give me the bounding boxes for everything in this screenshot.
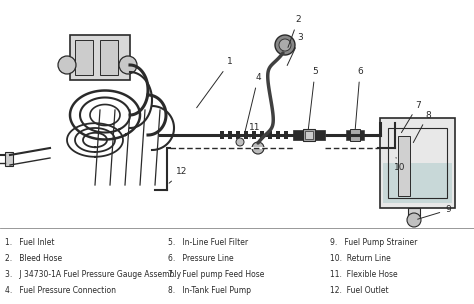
Text: 12.  Fuel Outlet: 12. Fuel Outlet bbox=[330, 286, 389, 295]
Text: 2: 2 bbox=[288, 16, 301, 47]
Text: 6: 6 bbox=[355, 67, 363, 129]
Bar bbox=[305, 131, 313, 139]
Bar bbox=[252, 131, 256, 139]
Text: 5.   In-Line Fuel Filter: 5. In-Line Fuel Filter bbox=[168, 238, 248, 247]
Bar bbox=[398, 136, 410, 196]
Text: 1: 1 bbox=[197, 57, 233, 108]
Text: 11: 11 bbox=[249, 123, 261, 138]
Bar bbox=[244, 131, 248, 139]
Bar bbox=[70, 35, 130, 80]
Bar bbox=[220, 131, 224, 139]
Text: 3: 3 bbox=[287, 33, 303, 65]
Circle shape bbox=[407, 213, 421, 227]
Text: 4.   Fuel Pressure Connection: 4. Fuel Pressure Connection bbox=[5, 286, 116, 295]
Bar bbox=[260, 131, 264, 139]
Circle shape bbox=[279, 39, 291, 51]
Text: 5: 5 bbox=[308, 67, 318, 129]
Bar bbox=[75, 40, 93, 75]
Bar bbox=[346, 130, 354, 140]
Text: 7.   Fuel pump Feed Hose: 7. Fuel pump Feed Hose bbox=[168, 270, 264, 279]
Circle shape bbox=[252, 142, 264, 154]
Circle shape bbox=[236, 138, 244, 146]
Text: 9.   Fuel Pump Strainer: 9. Fuel Pump Strainer bbox=[330, 238, 418, 247]
Bar bbox=[383, 163, 452, 203]
Bar bbox=[380, 118, 455, 208]
Bar bbox=[303, 129, 315, 141]
Circle shape bbox=[58, 56, 76, 74]
Text: 6.   Pressure Line: 6. Pressure Line bbox=[168, 254, 234, 263]
Text: 1.   Fuel Inlet: 1. Fuel Inlet bbox=[5, 238, 55, 247]
Text: 4: 4 bbox=[245, 74, 261, 133]
Bar bbox=[315, 130, 325, 140]
Circle shape bbox=[119, 56, 137, 74]
Circle shape bbox=[275, 35, 295, 55]
Text: 10.  Return Line: 10. Return Line bbox=[330, 254, 391, 263]
Bar bbox=[388, 128, 447, 198]
Bar bbox=[408, 208, 420, 216]
Bar bbox=[100, 40, 118, 75]
Text: 10: 10 bbox=[394, 157, 406, 172]
Text: 7: 7 bbox=[401, 101, 421, 133]
Text: 3.   J 34730-1A Fuel Pressure Gauge Assembly: 3. J 34730-1A Fuel Pressure Gauge Assemb… bbox=[5, 270, 181, 279]
Text: 8.   In-Tank Fuel Pump: 8. In-Tank Fuel Pump bbox=[168, 286, 251, 295]
Bar bbox=[236, 131, 240, 139]
Bar bbox=[284, 131, 288, 139]
Text: 12: 12 bbox=[169, 168, 188, 183]
Bar bbox=[293, 130, 303, 140]
Text: 2.   Bleed Hose: 2. Bleed Hose bbox=[5, 254, 62, 263]
Bar bbox=[228, 131, 232, 139]
Text: 8: 8 bbox=[413, 110, 431, 143]
Text: 9: 9 bbox=[418, 206, 451, 219]
Text: 11.  Flexible Hose: 11. Flexible Hose bbox=[330, 270, 398, 279]
Bar bbox=[268, 131, 272, 139]
Bar bbox=[5, 152, 13, 166]
Bar bbox=[350, 129, 360, 141]
Bar bbox=[276, 131, 280, 139]
Bar bbox=[356, 130, 364, 140]
